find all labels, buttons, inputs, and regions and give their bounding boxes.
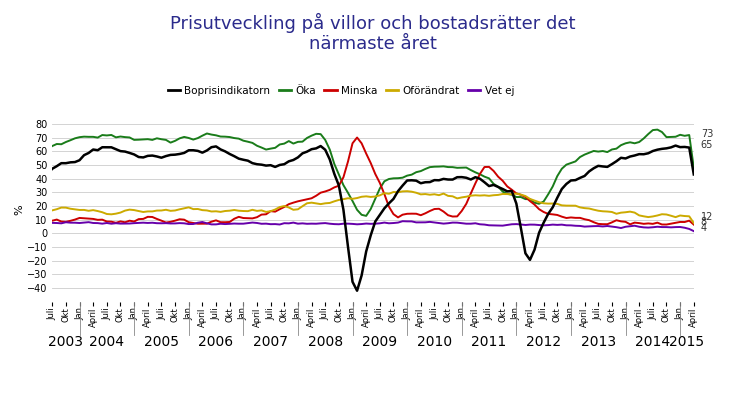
Text: Prisutveckling på villor och bostadsrätter det
närmaste året: Prisutveckling på villor och bostadsrätt… (170, 13, 576, 54)
Text: 65: 65 (700, 140, 713, 150)
Text: 73: 73 (700, 129, 713, 139)
Y-axis label: %: % (14, 204, 24, 215)
Text: 12: 12 (700, 212, 713, 222)
Text: 4: 4 (700, 223, 707, 233)
Legend: Boprisindikatorn, Öka, Minska, Oförändrat, Vet ej: Boprisindikatorn, Öka, Minska, Oförändra… (163, 82, 518, 100)
Text: 8: 8 (700, 217, 707, 228)
